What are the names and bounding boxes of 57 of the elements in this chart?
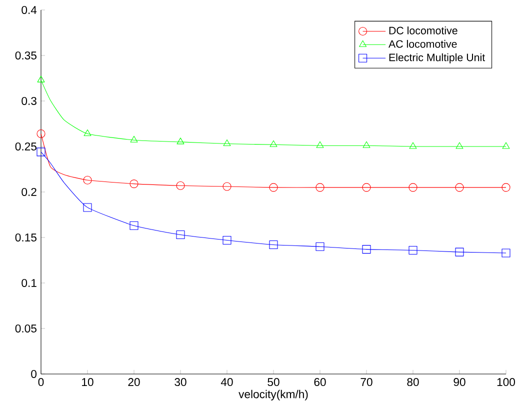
y-tick-label: 0.35 <box>15 51 36 60</box>
point <box>130 221 138 230</box>
x-tick-label: 60 <box>314 378 326 386</box>
x-tick-label: 50 <box>268 378 280 386</box>
point <box>36 129 46 138</box>
point <box>316 141 324 148</box>
x-tick-label: 30 <box>174 378 186 386</box>
point <box>502 142 510 149</box>
x-tick-label: 70 <box>360 378 372 386</box>
point <box>456 142 464 149</box>
point <box>36 148 46 156</box>
point <box>222 236 232 244</box>
point <box>130 136 138 142</box>
y-tick-label: 0.1 <box>22 278 36 287</box>
x-tick-label: 100 <box>497 378 515 386</box>
legend-label: DC locomotive <box>389 26 458 34</box>
point <box>455 248 464 256</box>
point <box>84 129 92 136</box>
x-tick-label: 20 <box>128 378 140 386</box>
point <box>362 245 371 254</box>
point <box>270 140 278 147</box>
point <box>83 203 92 212</box>
point <box>223 139 231 146</box>
point <box>83 176 92 184</box>
point <box>176 181 185 190</box>
x-axis-title: velocity(km/h) <box>238 390 308 400</box>
x-tick-label: 40 <box>220 378 233 386</box>
point <box>269 183 278 192</box>
point <box>176 138 184 144</box>
x-tick-label: 0 <box>38 378 44 386</box>
point <box>37 76 45 82</box>
x-tick-label: 10 <box>82 378 94 386</box>
point <box>176 230 185 240</box>
y-tick-label: 0.05 <box>15 324 36 332</box>
y-tick-label: 0.3 <box>22 96 36 105</box>
y-tick-label: 0.4 <box>22 6 37 14</box>
y-tick-label: 0.2 <box>22 188 36 196</box>
point <box>362 141 370 148</box>
point <box>222 182 232 191</box>
y-tick-label: 0.15 <box>15 233 36 242</box>
y-tick-label: 0 <box>31 370 37 378</box>
point <box>362 183 371 192</box>
point <box>502 183 510 192</box>
point <box>130 180 138 188</box>
x-tick-label: 80 <box>407 378 419 386</box>
point <box>316 183 324 192</box>
point <box>316 242 324 251</box>
x-tick-label: 90 <box>454 378 466 386</box>
y-tick-label: 0.25 <box>15 142 36 150</box>
point <box>502 248 510 258</box>
point <box>408 246 418 254</box>
point <box>408 183 418 192</box>
point <box>269 240 278 250</box>
legend-label: Electric Multiple Unit <box>389 53 486 64</box>
point <box>455 183 464 192</box>
legend-label: AC locomotive <box>388 40 457 48</box>
point <box>409 142 417 149</box>
